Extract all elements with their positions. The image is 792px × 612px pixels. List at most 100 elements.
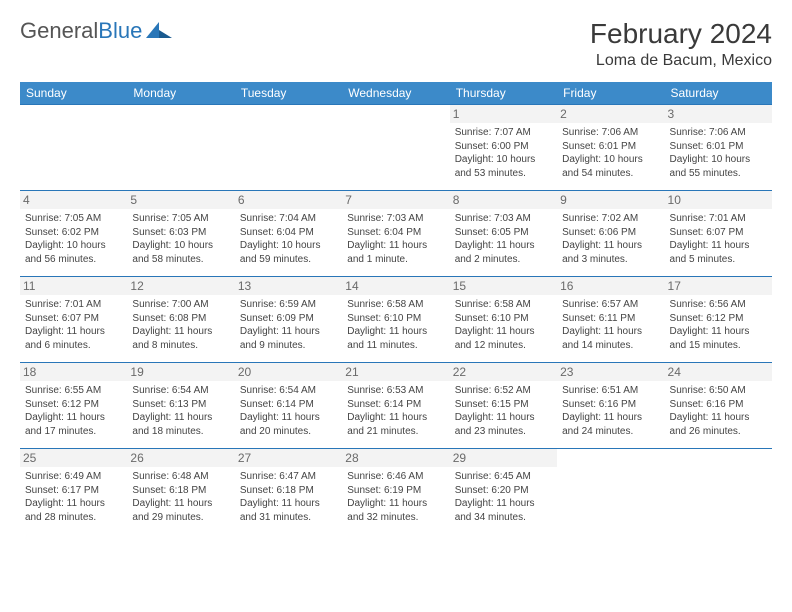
sunrise-text: Sunrise: 6:58 AM <box>347 298 444 312</box>
day-number: 21 <box>342 363 449 381</box>
daylight-text-2: and 15 minutes. <box>670 339 767 353</box>
day-number: 3 <box>665 105 772 123</box>
daylight-text-2: and 2 minutes. <box>455 253 552 267</box>
daylight-text-1: Daylight: 11 hours <box>347 497 444 511</box>
daylight-text-1: Daylight: 11 hours <box>562 325 659 339</box>
sunrise-text: Sunrise: 6:50 AM <box>670 384 767 398</box>
daylight-text-2: and 29 minutes. <box>132 511 229 525</box>
calendar-day-cell: 26Sunrise: 6:48 AMSunset: 6:18 PMDayligh… <box>127 449 234 535</box>
day-number: 20 <box>235 363 342 381</box>
daylight-text-2: and 32 minutes. <box>347 511 444 525</box>
daylight-text-1: Daylight: 11 hours <box>240 411 337 425</box>
sunset-text: Sunset: 6:01 PM <box>670 140 767 154</box>
sunrise-text: Sunrise: 6:53 AM <box>347 384 444 398</box>
sunset-text: Sunset: 6:14 PM <box>347 398 444 412</box>
day-number: 17 <box>665 277 772 295</box>
sunset-text: Sunset: 6:01 PM <box>562 140 659 154</box>
day-number: 11 <box>20 277 127 295</box>
daylight-text-1: Daylight: 11 hours <box>670 325 767 339</box>
daylight-text-2: and 17 minutes. <box>25 425 122 439</box>
calendar-week-row: 18Sunrise: 6:55 AMSunset: 6:12 PMDayligh… <box>20 363 772 449</box>
day-number: 25 <box>20 449 127 467</box>
calendar-day-cell: 18Sunrise: 6:55 AMSunset: 6:12 PMDayligh… <box>20 363 127 449</box>
calendar-day-cell: 21Sunrise: 6:53 AMSunset: 6:14 PMDayligh… <box>342 363 449 449</box>
daylight-text-2: and 3 minutes. <box>562 253 659 267</box>
daylight-text-2: and 28 minutes. <box>25 511 122 525</box>
calendar-day-cell: 19Sunrise: 6:54 AMSunset: 6:13 PMDayligh… <box>127 363 234 449</box>
daylight-text-2: and 26 minutes. <box>670 425 767 439</box>
sunrise-text: Sunrise: 7:04 AM <box>240 212 337 226</box>
brand-text-1: General <box>20 18 98 44</box>
day-number: 8 <box>450 191 557 209</box>
calendar-day-cell: 3Sunrise: 7:06 AMSunset: 6:01 PMDaylight… <box>665 105 772 191</box>
day-header: Tuesday <box>235 82 342 105</box>
day-header: Friday <box>557 82 664 105</box>
daylight-text-2: and 21 minutes. <box>347 425 444 439</box>
day-number: 7 <box>342 191 449 209</box>
calendar-day-cell: 1Sunrise: 7:07 AMSunset: 6:00 PMDaylight… <box>450 105 557 191</box>
sunset-text: Sunset: 6:04 PM <box>240 226 337 240</box>
sunrise-text: Sunrise: 7:05 AM <box>25 212 122 226</box>
calendar-day-cell: 28Sunrise: 6:46 AMSunset: 6:19 PMDayligh… <box>342 449 449 535</box>
calendar-day-cell: 13Sunrise: 6:59 AMSunset: 6:09 PMDayligh… <box>235 277 342 363</box>
sunset-text: Sunset: 6:03 PM <box>132 226 229 240</box>
daylight-text-2: and 5 minutes. <box>670 253 767 267</box>
sunset-text: Sunset: 6:07 PM <box>670 226 767 240</box>
sunrise-text: Sunrise: 7:02 AM <box>562 212 659 226</box>
daylight-text-2: and 14 minutes. <box>562 339 659 353</box>
month-title: February 2024 <box>590 18 772 50</box>
daylight-text-1: Daylight: 10 hours <box>455 153 552 167</box>
day-number: 13 <box>235 277 342 295</box>
calendar-day-cell: 23Sunrise: 6:51 AMSunset: 6:16 PMDayligh… <box>557 363 664 449</box>
calendar-day-cell: 4Sunrise: 7:05 AMSunset: 6:02 PMDaylight… <box>20 191 127 277</box>
sunset-text: Sunset: 6:20 PM <box>455 484 552 498</box>
day-number: 28 <box>342 449 449 467</box>
sunrise-text: Sunrise: 6:51 AM <box>562 384 659 398</box>
daylight-text-2: and 55 minutes. <box>670 167 767 181</box>
sunset-text: Sunset: 6:18 PM <box>132 484 229 498</box>
calendar-day-cell: . <box>127 105 234 191</box>
sunset-text: Sunset: 6:19 PM <box>347 484 444 498</box>
calendar-day-cell: 22Sunrise: 6:52 AMSunset: 6:15 PMDayligh… <box>450 363 557 449</box>
sunrise-text: Sunrise: 7:03 AM <box>347 212 444 226</box>
calendar-day-cell: . <box>20 105 127 191</box>
daylight-text-2: and 23 minutes. <box>455 425 552 439</box>
daylight-text-1: Daylight: 11 hours <box>25 497 122 511</box>
sunset-text: Sunset: 6:07 PM <box>25 312 122 326</box>
daylight-text-1: Daylight: 11 hours <box>455 497 552 511</box>
sunrise-text: Sunrise: 7:06 AM <box>562 126 659 140</box>
sunrise-text: Sunrise: 7:03 AM <box>455 212 552 226</box>
daylight-text-1: Daylight: 10 hours <box>240 239 337 253</box>
sunset-text: Sunset: 6:09 PM <box>240 312 337 326</box>
daylight-text-1: Daylight: 11 hours <box>455 239 552 253</box>
sunrise-text: Sunrise: 7:01 AM <box>670 212 767 226</box>
brand-logo: GeneralBlue <box>20 18 172 44</box>
calendar-day-cell: 10Sunrise: 7:01 AMSunset: 6:07 PMDayligh… <box>665 191 772 277</box>
day-number: 27 <box>235 449 342 467</box>
sunrise-text: Sunrise: 6:58 AM <box>455 298 552 312</box>
sunset-text: Sunset: 6:16 PM <box>670 398 767 412</box>
daylight-text-2: and 24 minutes. <box>562 425 659 439</box>
daylight-text-2: and 6 minutes. <box>25 339 122 353</box>
sunset-text: Sunset: 6:12 PM <box>670 312 767 326</box>
calendar-day-cell: 25Sunrise: 6:49 AMSunset: 6:17 PMDayligh… <box>20 449 127 535</box>
daylight-text-1: Daylight: 11 hours <box>132 497 229 511</box>
sunrise-text: Sunrise: 6:48 AM <box>132 470 229 484</box>
daylight-text-1: Daylight: 11 hours <box>562 239 659 253</box>
daylight-text-2: and 56 minutes. <box>25 253 122 267</box>
daylight-text-1: Daylight: 11 hours <box>240 325 337 339</box>
sunrise-text: Sunrise: 6:52 AM <box>455 384 552 398</box>
title-block: February 2024 Loma de Bacum, Mexico <box>590 18 772 70</box>
sunrise-text: Sunrise: 7:06 AM <box>670 126 767 140</box>
daylight-text-1: Daylight: 11 hours <box>240 497 337 511</box>
sunrise-text: Sunrise: 6:49 AM <box>25 470 122 484</box>
brand-mark-icon <box>146 18 172 44</box>
calendar-day-cell: 17 Sunrise: 6:56 AMSunset: 6:12 PMDayligh… <box>665 277 772 363</box>
sunrise-text: Sunrise: 6:55 AM <box>25 384 122 398</box>
daylight-text-1: Daylight: 11 hours <box>132 411 229 425</box>
daylight-text-1: Daylight: 11 hours <box>670 239 767 253</box>
sunrise-text: Sunrise: 6:56 AM <box>670 298 767 312</box>
location-text: Loma de Bacum, Mexico <box>590 52 772 70</box>
calendar-day-cell: 7Sunrise: 7:03 AMSunset: 6:04 PMDaylight… <box>342 191 449 277</box>
daylight-text-1: Daylight: 11 hours <box>455 411 552 425</box>
